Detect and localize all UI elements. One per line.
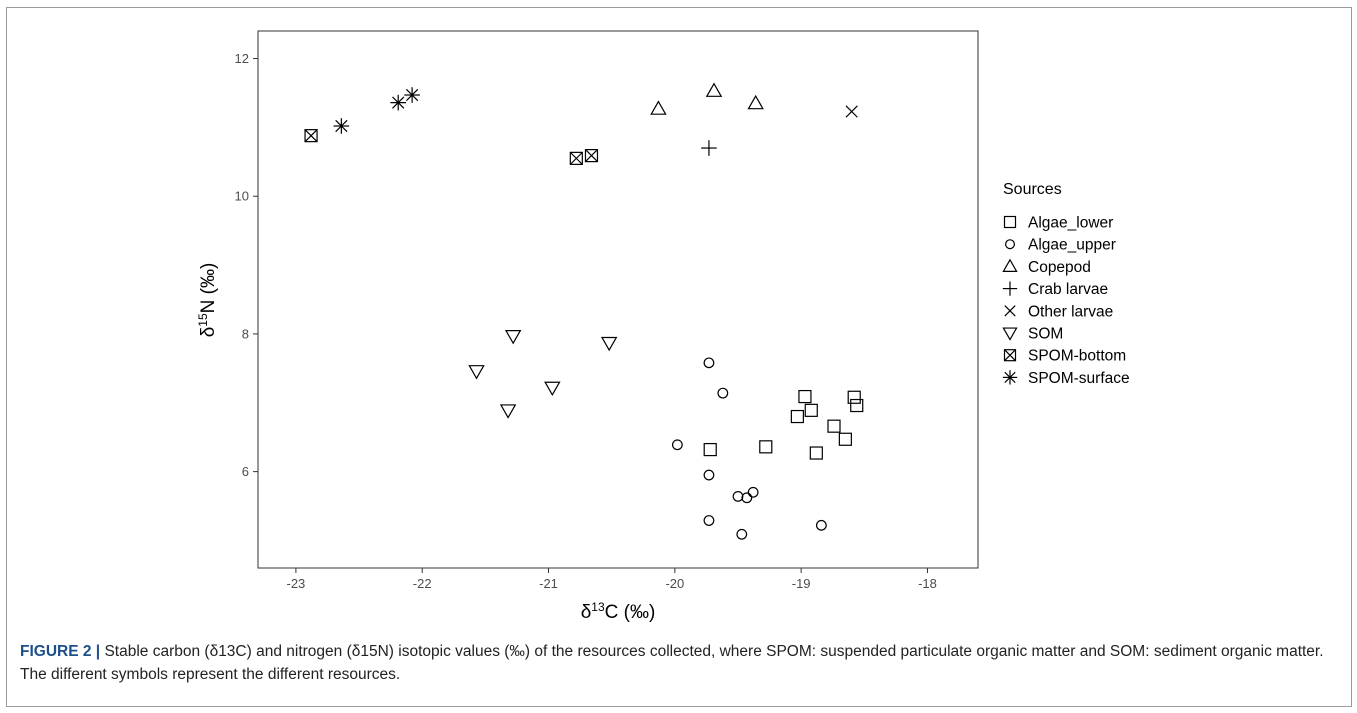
plot-panel	[257, 30, 979, 569]
data-point-algae-upper	[815, 519, 827, 531]
caption-separator: |	[95, 643, 101, 660]
caption-label: FIGURE 2	[20, 643, 92, 660]
y-tick-label: 10	[235, 189, 249, 204]
data-point-som	[544, 381, 561, 397]
legend-title: Sources	[1003, 181, 1062, 198]
data-point-algae-lower	[790, 409, 804, 424]
legend-label: Crab larvae	[1028, 281, 1108, 298]
x-tick-label: -19	[792, 576, 811, 591]
data-point-som	[468, 365, 485, 380]
data-point-algae-lower	[850, 398, 864, 413]
x-axis-title: δ13C (‰)	[581, 600, 656, 623]
data-point-algae-lower	[838, 432, 852, 446]
y-axis: 6 8 10 12	[235, 51, 258, 479]
x-tick-label: -22	[413, 576, 432, 591]
data-point-algae-lower	[827, 419, 841, 433]
legend: Algae_lower Algae_upper Copepod Crab larvae…	[1002, 215, 1130, 387]
legend-label: Copepod	[1028, 259, 1091, 276]
legend-key-spom-surface	[1002, 370, 1018, 385]
legend-key-other-larvae	[1004, 305, 1016, 317]
legend-key-spom-bottom	[1003, 349, 1017, 362]
data-point-copepod	[747, 94, 764, 110]
legend-key-som	[1002, 327, 1018, 341]
data-point-algae-upper	[736, 528, 748, 540]
data-points	[304, 82, 864, 540]
data-point-algae-upper	[747, 486, 759, 498]
x-tick-label: -18	[918, 576, 937, 591]
figure-caption: FIGURE 2 | Stable carbon (δ13C) and nitr…	[20, 640, 1340, 686]
legend-label: SPOM-surface	[1028, 370, 1130, 387]
legend-label: SPOM-bottom	[1028, 348, 1126, 365]
data-point-spom-bottom	[584, 149, 599, 163]
legend-key-algae-lower	[1003, 215, 1017, 229]
data-point-algae-upper	[703, 515, 715, 526]
data-point-spom-bottom	[569, 151, 583, 165]
x-tick-label: -20	[665, 576, 684, 591]
legend-key-crab-larvae	[1002, 281, 1018, 296]
data-point-algae-lower	[759, 440, 773, 454]
legend-label: SOM	[1028, 326, 1063, 343]
y-tick-label: 8	[242, 326, 249, 341]
data-point-other-larvae	[845, 105, 858, 118]
scatter-chart: -23 -22 -21 -20 -19 -18 6 8 10 12 δ13C (‰) δ15N …	[196, 30, 1130, 623]
legend-label: Algae_lower	[1028, 215, 1113, 232]
data-point-algae-upper	[671, 439, 683, 451]
data-point-spom-surface	[333, 118, 350, 134]
legend-label: Algae_upper	[1028, 237, 1116, 254]
data-point-som	[499, 404, 517, 419]
y-axis-title: δ15N (‰)	[196, 263, 219, 338]
data-point-som	[600, 336, 618, 352]
data-point-copepod	[650, 100, 667, 115]
x-tick-label: -23	[286, 576, 305, 591]
data-point-algae-lower	[798, 389, 812, 404]
legend-label: Other larvae	[1028, 303, 1113, 320]
caption-text: Stable carbon (δ13C) and nitrogen (δ15N)…	[20, 643, 1324, 683]
data-point-algae-lower	[703, 442, 717, 457]
legend-key-copepod	[1002, 258, 1018, 272]
y-tick-label: 12	[235, 51, 249, 66]
figure-frame	[6, 7, 1352, 707]
data-point-algae-upper	[717, 387, 729, 399]
data-point-spom-surface	[390, 94, 407, 111]
data-point-algae-lower	[809, 446, 823, 460]
y-tick-label: 6	[242, 464, 249, 479]
x-axis: -23 -22 -21 -20 -19 -18	[286, 568, 937, 591]
x-tick-label: -21	[539, 576, 558, 591]
data-point-algae-upper	[741, 492, 753, 504]
data-point-spom-bottom	[304, 129, 318, 143]
legend-key-algae-upper	[1004, 239, 1015, 250]
data-point-algae-upper	[703, 469, 715, 481]
data-point-spom-surface	[404, 87, 420, 103]
data-point-som	[504, 329, 522, 345]
data-point-algae-lower	[804, 403, 818, 417]
data-point-algae-upper	[703, 357, 715, 369]
data-point-crab-larvae	[701, 140, 717, 156]
data-point-algae-lower	[847, 390, 861, 404]
data-point-algae-upper	[732, 491, 744, 502]
data-point-copepod	[705, 82, 723, 97]
